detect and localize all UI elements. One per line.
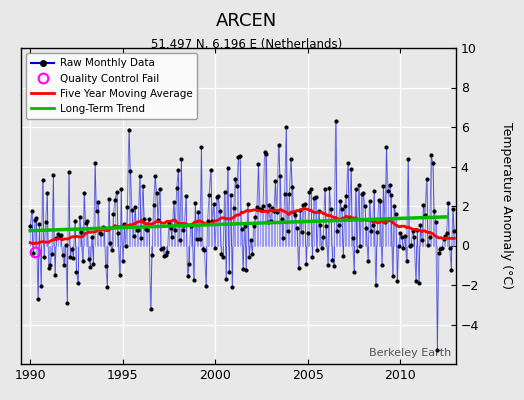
Text: ARCEN: ARCEN (216, 12, 277, 30)
Legend: Raw Monthly Data, Quality Control Fail, Five Year Moving Average, Long-Term Tren: Raw Monthly Data, Quality Control Fail, … (26, 53, 198, 119)
Text: Berkeley Earth: Berkeley Earth (369, 348, 452, 358)
Y-axis label: Temperature Anomaly (°C): Temperature Anomaly (°C) (500, 122, 513, 290)
Text: 51.497 N, 6.196 E (Netherlands): 51.497 N, 6.196 E (Netherlands) (151, 38, 342, 51)
